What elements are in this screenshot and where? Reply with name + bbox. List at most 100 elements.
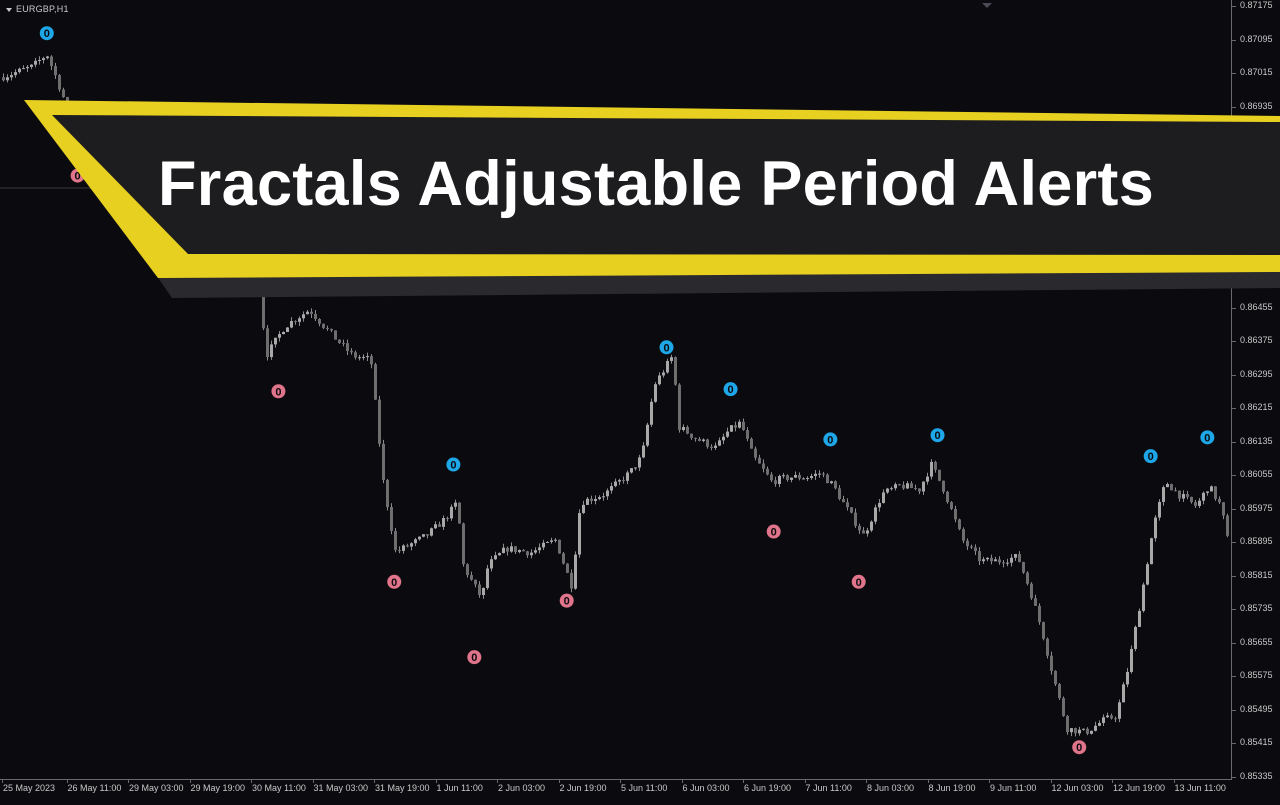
candle-body <box>838 488 841 500</box>
candle-body <box>886 488 889 493</box>
candle-body <box>410 543 413 547</box>
candle-body <box>910 483 913 489</box>
candle-body <box>390 507 393 531</box>
candle-body <box>246 210 249 218</box>
candle-body <box>554 539 557 541</box>
price-tick <box>1232 709 1236 711</box>
price-tick <box>1232 408 1236 409</box>
chart-area[interactable]: 0 0 0 0 0 0 0 0 0 0 0 0 0 0 0 0 0 EURGBP,H1 <box>0 0 1232 780</box>
candle-body <box>450 506 453 519</box>
candle-body <box>750 438 753 449</box>
candle-body <box>982 559 985 562</box>
candle-body <box>534 550 537 553</box>
candle-body <box>542 542 545 548</box>
candle-body <box>242 198 245 211</box>
candle-body <box>178 125 181 128</box>
candle-body <box>874 507 877 522</box>
price-tick-label: 0.85575 <box>1240 670 1273 680</box>
candle-body <box>1150 538 1153 565</box>
candle-body <box>174 121 177 126</box>
price-tick-label: 0.85895 <box>1240 536 1273 546</box>
time-tick-label: 13 Jun 11:00 <box>1174 783 1226 793</box>
fractal-up-marker: 0 <box>446 457 461 472</box>
candle-body <box>866 530 869 534</box>
candle-body <box>74 120 77 130</box>
time-tick <box>558 780 560 783</box>
time-tick <box>804 780 806 783</box>
time-tick-label: 31 May 03:00 <box>313 783 369 793</box>
candle-body <box>482 587 485 596</box>
time-tick-label: 26 May 11:00 <box>67 783 122 793</box>
fractal-down-marker: 0 <box>70 168 85 183</box>
candle-body <box>758 457 761 464</box>
price-axis: 0.87175 0.87095 0.87015 0.86935 0.86855 0.867… <box>1232 0 1280 781</box>
candle-body <box>258 248 261 288</box>
price-tick <box>1232 73 1236 74</box>
fractal-up-marker-circle <box>823 432 838 447</box>
price-tick <box>1232 341 1236 342</box>
candle-body <box>826 474 829 484</box>
candle-body <box>718 440 721 446</box>
candle-body <box>462 523 465 565</box>
candle-body <box>314 313 317 320</box>
fractal-up-marker-circle <box>723 382 738 397</box>
candle-body <box>1002 562 1005 564</box>
time-tick-label: 12 Jun 19:00 <box>1113 783 1166 793</box>
candle-body <box>1038 605 1041 623</box>
candle-body <box>326 327 329 329</box>
candle-body <box>986 557 989 560</box>
candle-body <box>494 555 497 560</box>
candlestick-chart[interactable]: 0 0 0 0 0 0 0 0 0 0 0 0 0 0 0 0 0 <box>0 0 1232 780</box>
fractal-up-marker-circle <box>1143 449 1158 464</box>
candle-body <box>510 546 513 552</box>
candle-body <box>926 476 929 482</box>
price-tick <box>1232 542 1236 543</box>
candle-body <box>958 519 961 530</box>
candle-body <box>26 66 29 69</box>
candle-body <box>946 491 949 503</box>
candle-body <box>186 123 189 130</box>
candle-body <box>994 559 997 562</box>
candle-body <box>770 474 773 481</box>
candle-body <box>698 438 701 442</box>
candle-body <box>1110 715 1113 719</box>
candle-body <box>594 499 597 501</box>
candle-body <box>266 328 269 358</box>
price-tick-label: 0.85415 <box>1240 737 1273 747</box>
time-tick-label: 8 Jun 19:00 <box>928 783 976 793</box>
candle-body <box>1126 671 1129 685</box>
candle-body <box>1210 486 1213 492</box>
candle-body <box>914 488 917 490</box>
candle-body <box>546 541 549 543</box>
candle-body <box>1170 484 1173 491</box>
candle-body <box>466 564 469 576</box>
candle-body <box>506 547 509 552</box>
chart-shift-marker-icon[interactable] <box>982 3 992 8</box>
price-tick <box>1232 642 1236 644</box>
candle-body <box>302 314 305 319</box>
candle-body <box>786 475 789 480</box>
candle-body <box>834 481 837 489</box>
candle-body <box>162 119 165 121</box>
price-tick-label: 0.86535 <box>1240 268 1273 278</box>
candle-body <box>1082 728 1085 730</box>
candle-body <box>742 421 745 431</box>
candle-body <box>990 557 993 562</box>
candle-body <box>1102 717 1105 724</box>
candle-body <box>810 476 813 479</box>
candle-body <box>1022 562 1025 573</box>
candle-body <box>406 545 409 547</box>
candle-body <box>918 488 921 492</box>
time-tick-label: 2 Jun 03:00 <box>498 783 546 793</box>
price-tick <box>1232 743 1236 744</box>
candle-body <box>618 480 621 482</box>
candle-body <box>1146 564 1149 585</box>
candle-body <box>1130 648 1133 672</box>
candle-body <box>458 502 461 524</box>
candle-body <box>566 563 569 573</box>
symbol-text: EURGBP,H1 <box>16 4 69 14</box>
candle-body <box>578 513 581 555</box>
candle-body <box>1114 718 1117 720</box>
candle-body <box>1034 598 1037 606</box>
time-tick <box>743 780 744 783</box>
